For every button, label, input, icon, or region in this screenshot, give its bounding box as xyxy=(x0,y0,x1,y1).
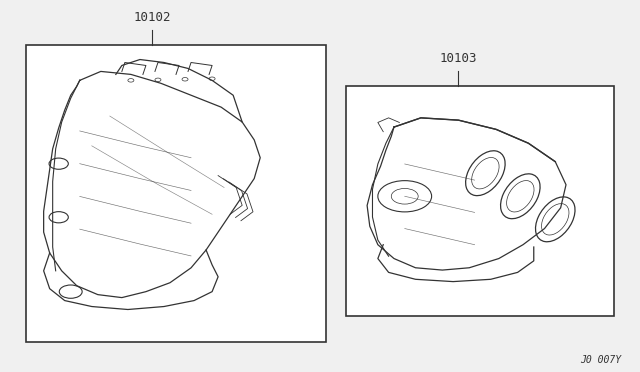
Bar xyxy=(26,45,326,342)
Text: 10102: 10102 xyxy=(133,11,171,24)
Text: 10103: 10103 xyxy=(440,52,477,65)
Text: J0 007Y: J0 007Y xyxy=(580,355,621,365)
Bar xyxy=(346,86,614,316)
